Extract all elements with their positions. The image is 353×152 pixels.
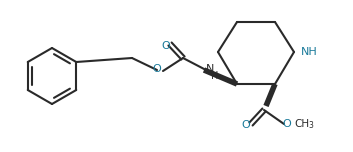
Text: H: H [211, 71, 219, 81]
Text: O: O [152, 64, 161, 74]
Text: 3: 3 [309, 121, 313, 131]
Text: O: O [241, 120, 250, 130]
Text: O: O [283, 119, 291, 129]
Text: N: N [206, 64, 214, 74]
Text: NH: NH [301, 47, 318, 57]
Text: CH: CH [294, 119, 310, 129]
Text: O: O [162, 41, 170, 51]
